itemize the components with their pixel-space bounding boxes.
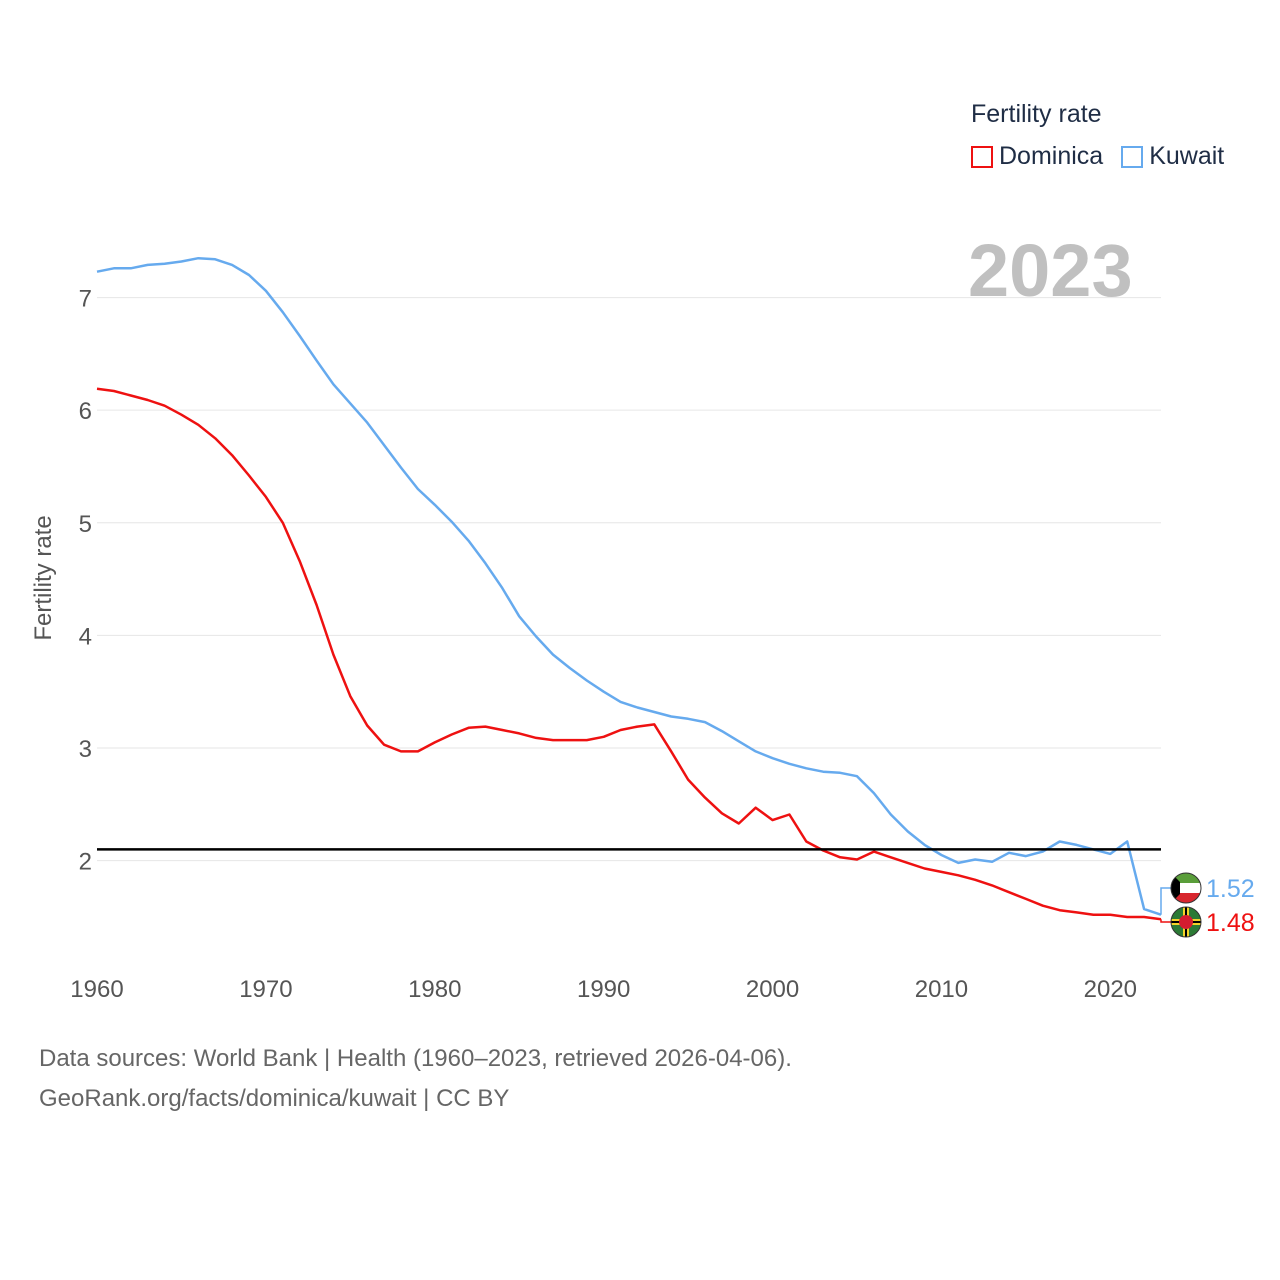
end-connector-dominica xyxy=(1160,919,1171,923)
y-axis-ticks: 2 3 4 5 6 7 xyxy=(79,286,92,876)
legend-label-dominica: Dominica xyxy=(999,142,1104,170)
legend-label-kuwait: Kuwait xyxy=(1149,142,1225,170)
series-line-kuwait xyxy=(96,256,1162,916)
y-tick-label: 2 xyxy=(79,849,92,876)
footer-sources: Data sources: World Bank | Health (1960–… xyxy=(39,1045,792,1072)
x-tick-label: 2020 xyxy=(1084,976,1137,1003)
footer-credit: GeoRank.org/facts/dominica/kuwait | CC B… xyxy=(39,1085,510,1112)
legend-title: Fertility rate xyxy=(971,100,1102,128)
y-axis-label: Fertility rate xyxy=(30,515,57,640)
legend-item-dominica[interactable]: Dominica xyxy=(971,142,1103,171)
x-tick-label: 2010 xyxy=(915,976,968,1003)
flag-dominica-icon xyxy=(1170,906,1202,938)
legend-item-kuwait[interactable]: Kuwait xyxy=(1121,142,1224,171)
y-tick-label: 5 xyxy=(79,511,92,538)
x-tick-label: 1980 xyxy=(408,976,461,1003)
y-tick-label: 4 xyxy=(79,623,92,650)
end-label-kuwait: 1.52 xyxy=(1206,875,1255,903)
gridlines xyxy=(97,297,1161,862)
y-tick-label: 3 xyxy=(79,736,92,763)
end-markers: 1.48 1.52 xyxy=(1160,872,1255,938)
end-label-dominica: 1.48 xyxy=(1206,909,1255,937)
series-line-dominica xyxy=(96,387,1162,921)
legend: Dominica Kuwait xyxy=(971,142,1242,171)
x-tick-label: 1990 xyxy=(577,976,630,1003)
y-tick-label: 7 xyxy=(79,286,92,313)
end-connector-kuwait xyxy=(1160,887,1171,915)
y-tick-label: 6 xyxy=(79,398,92,425)
x-tick-label: 1960 xyxy=(70,976,123,1003)
series-lines xyxy=(96,256,1162,921)
legend-swatch-kuwait xyxy=(1121,145,1144,168)
flag-kuwait-icon xyxy=(1170,872,1202,904)
x-tick-label: 1970 xyxy=(239,976,292,1003)
year-label: 2023 xyxy=(968,229,1133,312)
legend-swatch-dominica xyxy=(971,145,993,168)
x-axis-ticks: 1960 1970 1980 1990 2000 2010 2020 xyxy=(70,976,1137,1003)
x-tick-label: 2000 xyxy=(746,976,799,1003)
